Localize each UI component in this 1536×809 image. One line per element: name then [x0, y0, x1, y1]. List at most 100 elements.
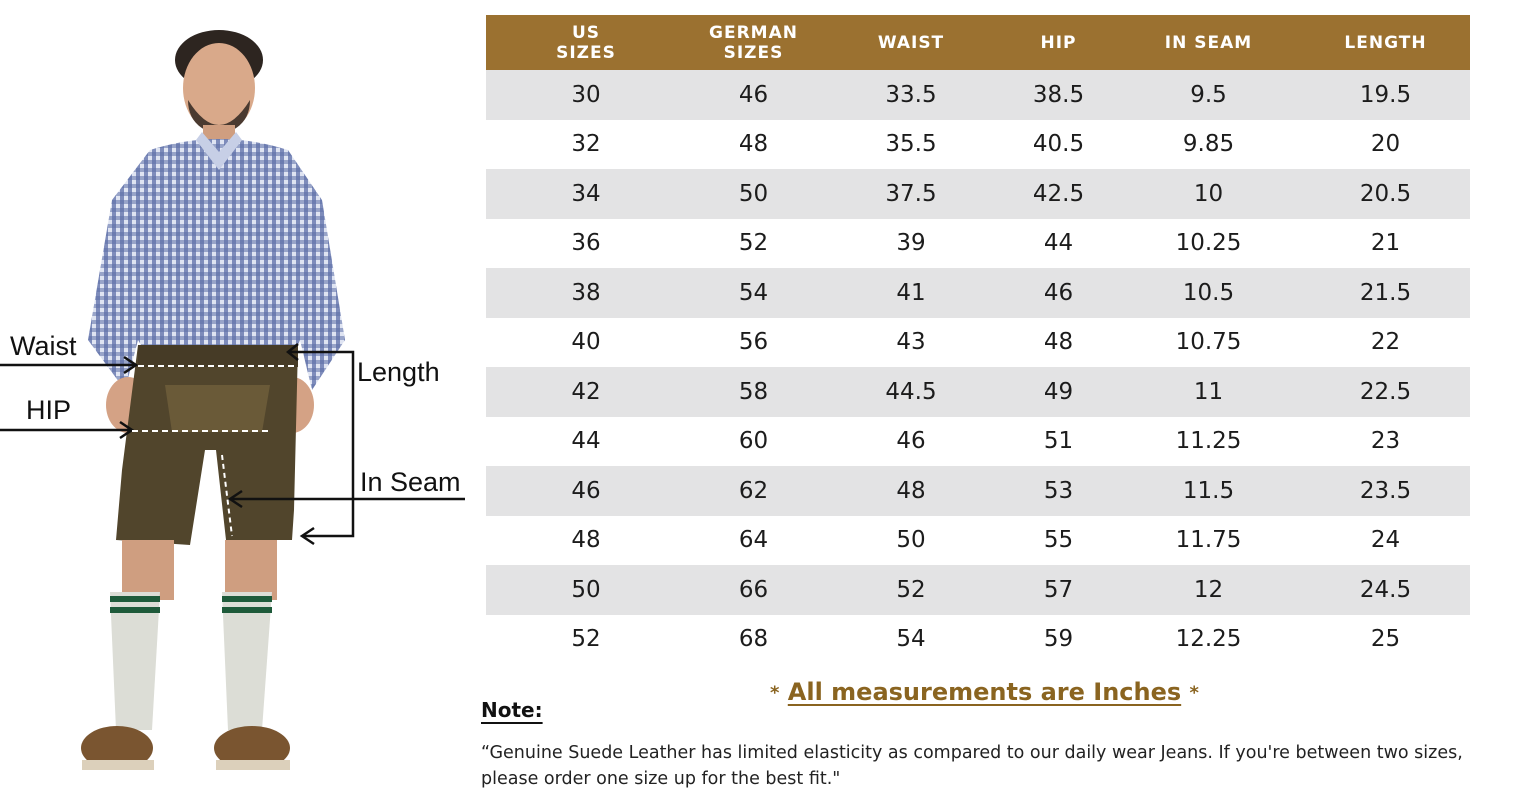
table-header: US SIZES GERMAN SIZES WAIST HIP IN SEAM LENGT…: [486, 15, 1470, 70]
table-cell: 23.5: [1301, 466, 1470, 516]
table-cell: 23: [1301, 416, 1470, 466]
table-cell: 54: [821, 614, 1001, 664]
table-cell: 48: [821, 466, 1001, 516]
table-cell: 46: [486, 466, 686, 516]
table-cell: 11.25: [1116, 416, 1301, 466]
table-cell: 52: [686, 218, 821, 268]
table-cell: 38.5: [1001, 70, 1116, 120]
table-cell: 48: [486, 515, 686, 565]
table-row: 52 68 54 59 12.25 25: [486, 614, 1470, 664]
table-row: 48 64 50 55 11.75 24: [486, 515, 1470, 565]
table-row: 34 50 37.5 42.5 10 20.5: [486, 169, 1470, 219]
table-cell: 22: [1301, 317, 1470, 367]
table-row: 38 54 41 46 10.5 21.5: [486, 268, 1470, 318]
table-cell: 50: [821, 515, 1001, 565]
table-cell: 12.25: [1116, 614, 1301, 664]
length-label: Length: [357, 357, 440, 387]
table-cell: 10.75: [1116, 317, 1301, 367]
table-cell: 55: [1001, 515, 1116, 565]
note-title: Note:: [481, 698, 543, 722]
table-cell: 43: [821, 317, 1001, 367]
table-cell: 9.5: [1116, 70, 1301, 120]
right-leg: [225, 540, 277, 600]
table-row: 42 58 44.5 49 11 22.5: [486, 367, 1470, 417]
table-cell: 62: [686, 466, 821, 516]
column-header: GERMAN SIZES: [686, 15, 821, 70]
table-cell: 20: [1301, 119, 1470, 169]
table-cell: 52: [486, 614, 686, 664]
star-icon: *: [1189, 682, 1199, 704]
table-cell: 42.5: [1001, 169, 1116, 219]
table-cell: 46: [821, 416, 1001, 466]
column-header: US SIZES: [486, 15, 686, 70]
waistband: [138, 345, 298, 367]
table-cell: 21: [1301, 218, 1470, 268]
table-cell: 60: [686, 416, 821, 466]
table-cell: 11: [1116, 367, 1301, 417]
table-cell: 52: [821, 565, 1001, 615]
size-chart-table: US SIZES GERMAN SIZES WAIST HIP IN SEAM LENGT…: [486, 15, 1470, 664]
table-cell: 48: [1001, 317, 1116, 367]
table-cell: 56: [686, 317, 821, 367]
table-cell: 41: [821, 268, 1001, 318]
table-cell: 59: [1001, 614, 1116, 664]
model-illustration: [0, 30, 465, 770]
table-row: 50 66 52 57 12 24.5: [486, 565, 1470, 615]
table-cell: 51: [1001, 416, 1116, 466]
column-header: WAIST: [821, 15, 1001, 70]
right-sock: [222, 592, 272, 730]
table-cell: 46: [1001, 268, 1116, 318]
star-icon: *: [770, 682, 780, 704]
table-cell: 39: [821, 218, 1001, 268]
table-cell: 33.5: [821, 70, 1001, 120]
lederhosen-flap: [165, 385, 270, 432]
table-cell: 11.75: [1116, 515, 1301, 565]
left-sock: [110, 592, 160, 730]
table-cell: 20.5: [1301, 169, 1470, 219]
in-seam-label: In Seam: [360, 467, 461, 497]
table-row: 46 62 48 53 11.5 23.5: [486, 466, 1470, 516]
table-cell: 11.5: [1116, 466, 1301, 516]
table-body: 30 46 33.5 38.5 9.5 19.5 32 48 35.5 40.5 9.85 20 34 5…: [486, 70, 1470, 664]
table-cell: 53: [1001, 466, 1116, 516]
table-cell: 32: [486, 119, 686, 169]
hip-label: HIP: [26, 395, 72, 425]
table-cell: 49: [1001, 367, 1116, 417]
table-cell: 66: [686, 565, 821, 615]
table-cell: 42: [486, 367, 686, 417]
table-cell: 37.5: [821, 169, 1001, 219]
units-note: * All measurements are Inches *: [770, 678, 1199, 706]
table-cell: 10.25: [1116, 218, 1301, 268]
table-cell: 25: [1301, 614, 1470, 664]
table-cell: 22.5: [1301, 367, 1470, 417]
table-row: 40 56 43 48 10.75 22: [486, 317, 1470, 367]
table-row: 30 46 33.5 38.5 9.5 19.5: [486, 70, 1470, 120]
collar: [196, 132, 242, 170]
column-header: LENGTH: [1301, 15, 1470, 70]
note-body: “Genuine Suede Leather has limited elast…: [481, 743, 1463, 789]
waist-label: Waist: [10, 331, 77, 361]
inseam-measure-line: [227, 489, 465, 509]
table-cell: 50: [486, 565, 686, 615]
table-cell: 54: [686, 268, 821, 318]
table-cell: 44.5: [821, 367, 1001, 417]
table-cell: 68: [686, 614, 821, 664]
table-cell: 24: [1301, 515, 1470, 565]
units-note-text: All measurements are Inches: [787, 678, 1182, 706]
table-cell: 19.5: [1301, 70, 1470, 120]
table-row: 32 48 35.5 40.5 9.85 20: [486, 119, 1470, 169]
table-row: 44 60 46 51 11.25 23: [486, 416, 1470, 466]
model-figure: Waist HIP Length In Seam: [0, 0, 470, 809]
table-cell: 44: [486, 416, 686, 466]
table-cell: 57: [1001, 565, 1116, 615]
table-cell: 44: [1001, 218, 1116, 268]
left-leg: [122, 540, 174, 600]
table-cell: 46: [686, 70, 821, 120]
face: [183, 43, 255, 133]
table-cell: 30: [486, 70, 686, 120]
table-cell: 10.5: [1116, 268, 1301, 318]
table-row: 36 52 39 44 10.25 21: [486, 218, 1470, 268]
table-cell: 34: [486, 169, 686, 219]
inseam-dash: [221, 454, 233, 537]
shirt: [88, 139, 345, 390]
